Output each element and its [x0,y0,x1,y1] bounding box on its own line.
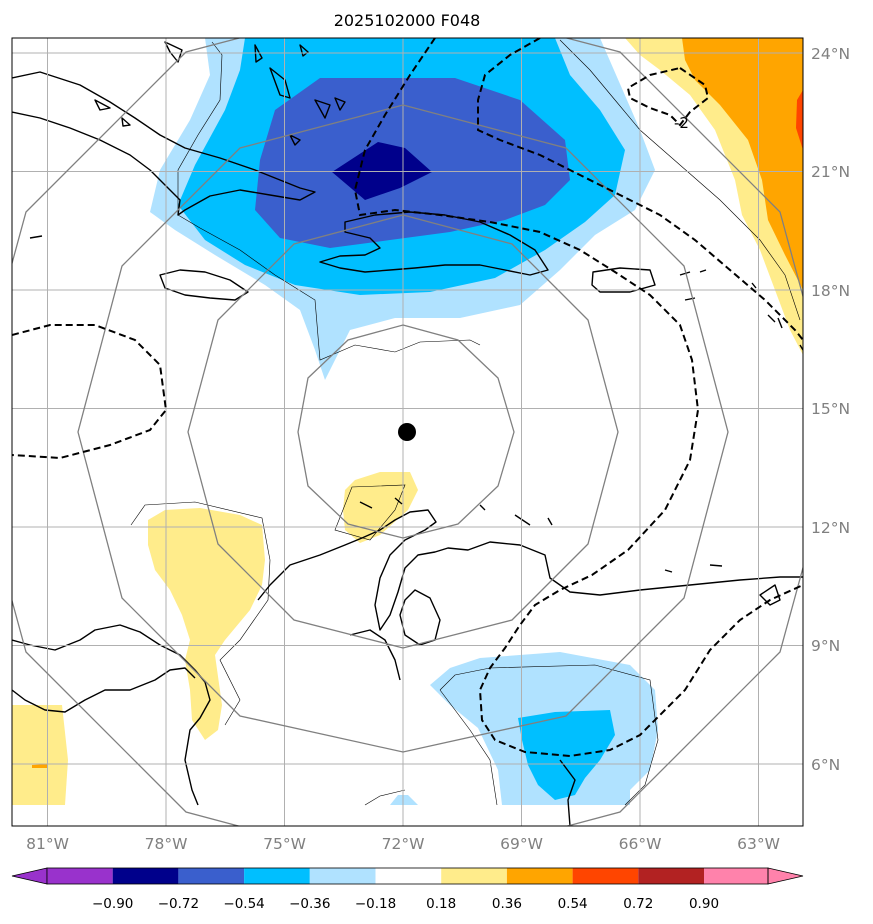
central-america-coast [12,624,211,806]
south-america-coast [257,509,803,631]
negative-anomaly-light-tiny [390,795,418,805]
lon-tick-66w: 66°W [619,835,662,853]
colorbar-segment-5 [309,868,376,884]
coastlines [12,41,803,826]
dashed-contour-north [477,38,803,341]
colorbar-tick-9: 0.72 [623,896,653,912]
lat-tick-labels: 6°N 9°N 12°N 15°N 18°N 21°N 24°N [811,45,850,774]
colorbar-segment-3 [178,868,245,884]
colorbar-segment-6 [375,868,442,884]
lat-tick-6n: 6°N [811,756,840,774]
positive-anomaly-red-ne [796,90,803,150]
bahamas-coast [94,41,346,146]
river-venezuela [559,759,576,826]
range-ring-3 [77,104,729,753]
lon-tick-78w: 78°W [145,835,188,853]
colorbar-segment-9 [572,868,639,884]
colorbar-segment-1 [47,868,113,884]
colorbar-tick-1: −0.90 [92,896,133,912]
colorbar-segment-8 [506,868,573,884]
lon-tick-81w: 81°W [26,835,69,853]
colorbar-tick-4: −0.36 [289,896,330,912]
dashed-contour-west [12,324,168,460]
lat-tick-18n: 18°N [811,282,850,300]
lat-tick-15n: 15°N [811,400,850,418]
dashed-contour-central [353,38,803,758]
range-ring-2 [187,214,619,649]
colorbar-tick-7: 0.36 [492,896,522,912]
lon-tick-69w: 69°W [500,835,543,853]
positive-anomaly-yellow-aruba [343,472,418,543]
colorbar-tick-6: 0.18 [426,896,456,912]
dashed-contour-minus2 [626,66,710,127]
small-islands-coast [29,235,723,573]
lat-tick-9n: 9°N [811,637,840,655]
colorbar-segment-11 [704,868,768,884]
positive-anomaly-orange-ne [682,38,803,290]
colorbar: −0.90 −0.72 −0.54 −0.36 −0.18 0.18 0.36 … [11,867,804,912]
colorbar-segment-7 [441,868,507,884]
colorbar-segment-2 [112,868,179,884]
colorbar-frame [46,867,769,885]
interior-river [349,629,401,681]
lat-tick-12n: 12°N [811,519,850,537]
colorbar-tick-3: −0.54 [223,896,264,912]
colorbar-tick-labels: −0.90 −0.72 −0.54 −0.36 −0.18 0.18 0.36 … [92,896,719,912]
plot-frame [11,37,804,827]
positive-anomaly-yellow-central-america [148,508,265,740]
colorbar-extend-high [767,867,804,885]
abc-islands-coast [359,497,403,509]
storm-center-marker [398,423,416,441]
contour-label: -2 [674,114,689,132]
range-ring-4 [12,38,803,826]
map-title: 2025102000 F048 [334,11,481,30]
positive-anomaly-orange-sw-sliver [32,764,48,768]
gridlines [12,38,803,826]
colorbar-extend-low [11,867,48,885]
lon-tick-72w: 72°W [382,835,425,853]
lon-tick-75w: 75°W [263,835,306,853]
positive-anomaly-yellow-sw [12,705,68,805]
lat-tick-24n: 24°N [811,45,850,63]
colorbar-segment-10 [638,868,704,884]
range-rings [12,38,803,826]
colorbar-segment-4 [244,868,310,884]
thin-contour-lines [130,39,801,806]
lon-tick-labels: 81°W 78°W 75°W 72°W 69°W 66°W 63°W [26,835,780,853]
colorbar-tick-8: 0.54 [558,896,588,912]
central-america-coast-south [12,667,196,713]
dashed-contours [12,38,803,758]
lon-tick-63w: 63°W [737,835,780,853]
range-ring-1 [297,324,515,539]
lesser-antilles-coast [679,269,803,351]
colorbar-tick-5: −0.18 [355,896,396,912]
puerto-rico-coast [591,267,656,293]
plot-area: -2 [12,38,803,826]
colorbar-tick-2: −0.72 [158,896,199,912]
colorbar-tick-10: 0.90 [689,896,719,912]
lat-tick-21n: 21°N [811,163,850,181]
